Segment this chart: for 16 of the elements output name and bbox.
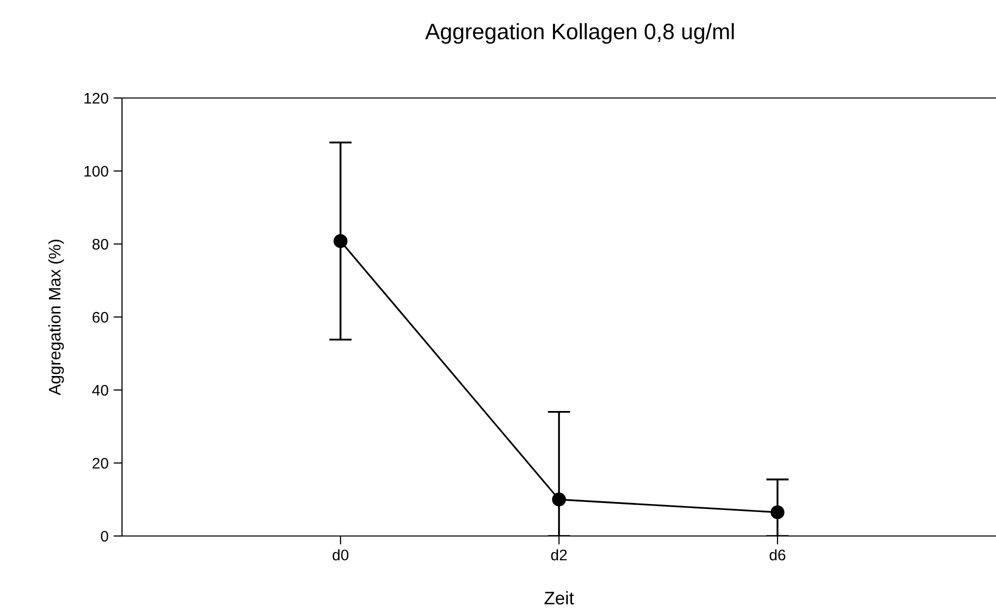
chart-title: Aggregation Kollagen 0,8 ug/ml	[425, 23, 734, 44]
point	[334, 234, 348, 248]
y-tick-label: 120	[84, 92, 108, 104]
y-tick-label: 60	[92, 312, 108, 323]
point	[770, 505, 784, 520]
x-tick-label: d0	[332, 549, 348, 560]
point	[552, 492, 566, 506]
x-tick-label: d6	[770, 549, 786, 560]
x-tick-label: d2	[551, 549, 567, 560]
y-tick-label: 20	[92, 458, 108, 469]
x-axis-title: Zeit	[544, 591, 574, 604]
y-tick-label: 0	[100, 530, 108, 542]
y-tick-label: 80	[92, 238, 108, 250]
y-tick-label: 100	[84, 166, 108, 177]
y-axis-title: Aggregation Max (%)	[48, 240, 64, 396]
y-tick-label: 40	[92, 384, 108, 396]
